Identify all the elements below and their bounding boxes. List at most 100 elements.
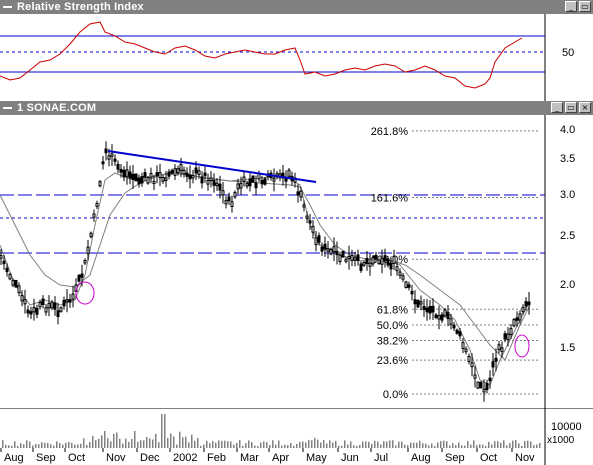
candle-body xyxy=(248,178,252,187)
volume-bar xyxy=(413,442,415,448)
restore-button[interactable]: ▭ xyxy=(565,102,577,113)
volume-bar xyxy=(497,441,499,448)
volume-bar xyxy=(485,445,487,448)
minimize-button[interactable]: _ xyxy=(565,1,577,12)
candle-body xyxy=(143,172,147,178)
x-tick-label: Dec xyxy=(140,452,160,464)
volume-bar xyxy=(11,445,13,448)
candle-body xyxy=(245,183,249,187)
volume-bar xyxy=(404,444,406,448)
candle-body xyxy=(8,273,12,280)
x-tick-label: Aug xyxy=(411,452,431,464)
rsi-panel: 50 xyxy=(0,14,593,101)
annotation-circle-left[interactable] xyxy=(75,281,95,305)
candle-body xyxy=(329,248,333,255)
moving-average-long xyxy=(0,172,531,361)
volume-bar xyxy=(335,440,337,448)
fib-level-label: 23.6% xyxy=(377,355,408,367)
volume-bar xyxy=(281,445,283,448)
candle-body xyxy=(254,182,258,189)
candle-body xyxy=(296,191,300,196)
candle-body xyxy=(410,290,414,295)
system-menu-icon[interactable] xyxy=(2,103,14,113)
candle-body xyxy=(308,220,312,224)
x-axis-svg: Aug Sep Oct Nov Dec 2002 Feb Mar Apr May Jun Jul Aug… xyxy=(0,448,546,465)
candle-body xyxy=(242,176,246,182)
candle-body xyxy=(380,257,384,265)
volume-panel: 10000 x1000 xyxy=(0,408,593,448)
volume-bar xyxy=(452,443,454,448)
volume-bar xyxy=(269,444,271,448)
volume-bar xyxy=(440,441,442,448)
volume-bar xyxy=(173,436,175,448)
price-panel: 261.8%161.6%100.0%61.8%50.0%38.2%23.6%0.… xyxy=(0,115,593,408)
candle-body xyxy=(71,293,75,300)
candle-body xyxy=(140,176,144,184)
rsi-titlebar[interactable]: Relative Strength Index _ ▭ xyxy=(0,0,593,14)
volume-bar xyxy=(95,440,97,448)
close-button[interactable]: × xyxy=(579,102,591,113)
fib-level-label: 50.0% xyxy=(377,320,408,332)
candle-body xyxy=(320,246,324,252)
candle-body xyxy=(29,311,33,315)
candle-body xyxy=(374,254,378,260)
x-tick-label: Sep xyxy=(445,452,465,464)
candle-body xyxy=(5,267,9,273)
candle-body xyxy=(497,344,501,351)
volume-bar xyxy=(524,440,526,448)
candle-body xyxy=(53,302,57,310)
candle-body xyxy=(236,183,240,190)
volume-bar xyxy=(185,436,187,448)
candle-body xyxy=(299,190,303,198)
volume-bar xyxy=(59,443,61,448)
volume-bar xyxy=(218,440,220,448)
volume-bar xyxy=(2,440,4,448)
volume-bar xyxy=(242,445,244,448)
volume-bar xyxy=(347,444,349,448)
candle-body xyxy=(206,179,210,185)
volume-bar xyxy=(194,440,196,448)
volume-bar xyxy=(47,443,49,448)
candle-body xyxy=(158,172,162,179)
volume-bar xyxy=(293,445,295,448)
candle-body xyxy=(449,318,453,325)
candle-body xyxy=(89,232,93,238)
volume-bar xyxy=(209,443,211,448)
candle-body xyxy=(2,260,6,265)
x-tick-label: Sep xyxy=(36,452,56,464)
volume-bar xyxy=(98,438,100,448)
candle-body xyxy=(344,258,348,262)
trendline[interactable] xyxy=(107,150,317,183)
volume-bar xyxy=(206,440,208,448)
candle-body xyxy=(419,301,423,305)
candle-body xyxy=(98,181,102,187)
candle-body xyxy=(260,179,264,185)
restore-button[interactable]: ▭ xyxy=(579,1,591,12)
x-tick-label: Jun xyxy=(341,452,359,464)
volume-bar xyxy=(446,441,448,448)
volume-bar xyxy=(284,444,286,448)
volume-bar xyxy=(383,441,385,448)
fib-level-label: 161.6% xyxy=(371,193,409,205)
candle-body xyxy=(323,243,327,250)
annotation-circle-right[interactable] xyxy=(514,334,530,358)
candle-body xyxy=(38,302,42,308)
volume-bar xyxy=(437,442,439,448)
volume-bar xyxy=(134,430,136,448)
candle-body xyxy=(473,374,477,379)
volume-bar xyxy=(359,444,361,448)
minimize-button[interactable]: _ xyxy=(551,102,563,113)
candle-body xyxy=(398,271,402,276)
candle-body xyxy=(434,314,438,318)
volume-bar xyxy=(509,443,511,448)
candle-body xyxy=(362,262,366,266)
candle-body xyxy=(101,161,105,165)
y-tick-label: 3.0 xyxy=(560,189,575,201)
candle-body xyxy=(173,168,177,176)
candle-body xyxy=(476,381,480,389)
volume-bar xyxy=(464,445,466,448)
candle-body xyxy=(395,266,399,272)
system-menu-icon[interactable] xyxy=(2,2,14,12)
volume-bar xyxy=(32,445,34,448)
price-titlebar[interactable]: 1 SONAE.COM _ ▭ × xyxy=(0,101,593,115)
